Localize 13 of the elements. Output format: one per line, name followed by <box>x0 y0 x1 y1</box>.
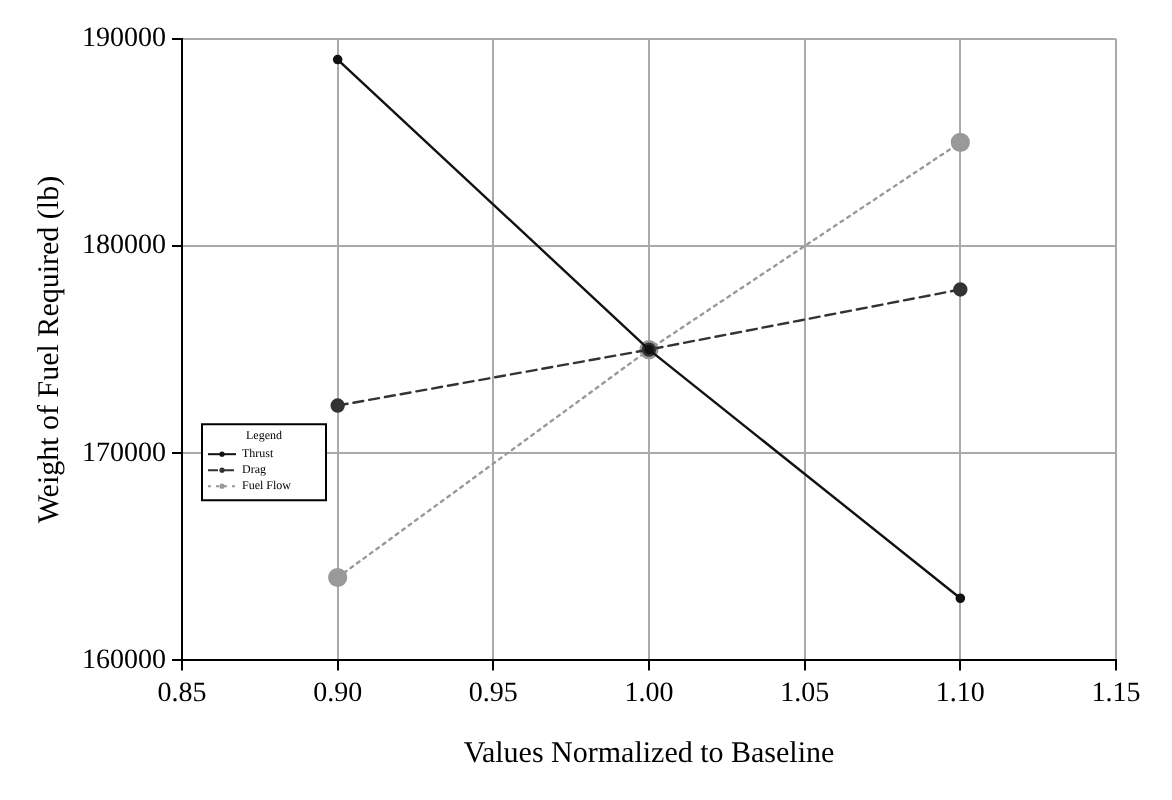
x-tick-label: 0.85 <box>157 678 207 709</box>
y-tick-label: 190000 <box>82 24 166 55</box>
x-tick-label: 1.10 <box>935 678 985 709</box>
y-tick-label: 170000 <box>82 438 166 469</box>
x-tick-label: 1.00 <box>624 678 674 709</box>
x-axis-title: Values Normalized to Baseline <box>463 737 836 770</box>
x-tick-label: 0.90 <box>313 678 363 709</box>
x-tick-label: 1.05 <box>780 678 830 709</box>
x-tick-label: 1.15 <box>1091 678 1141 709</box>
y-tick-label: 180000 <box>82 231 166 262</box>
y-tick-label: 160000 <box>82 645 166 676</box>
y-axis-title: Weight of Fuel Required (lb) <box>33 175 66 524</box>
x-tick-label: 0.95 <box>468 678 518 709</box>
